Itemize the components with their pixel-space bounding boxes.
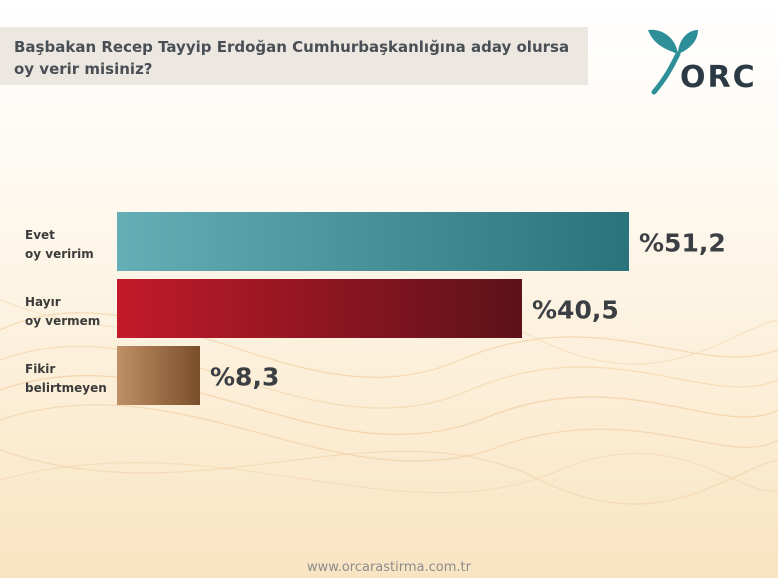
- footer-url[interactable]: www.orcarastirma.com.tr: [307, 560, 471, 575]
- category-label-2: Hayır oy vermem: [25, 295, 100, 328]
- bar-1: [117, 212, 629, 271]
- logo-text: ORC: [680, 60, 757, 95]
- title-box: [0, 27, 588, 85]
- bar-3: [117, 346, 200, 405]
- value-label-1: %51,2: [639, 229, 726, 258]
- leaf-icon: [648, 29, 698, 95]
- chart-title: Başbakan Recep Tayyip Erdoğan Cumhurbaşk…: [14, 38, 570, 78]
- value-label-2: %40,5: [532, 296, 619, 325]
- value-labels: %51,2 %40,5 %8,3: [210, 229, 726, 392]
- category-label-1: Evet oy veririm: [25, 228, 94, 261]
- bars: [117, 212, 629, 405]
- category-label-3: Fikir belirtmeyen: [25, 362, 107, 395]
- category-labels: Evet oy veririm Hayır oy vermem Fikir belirtm…: [25, 228, 107, 395]
- value-label-3: %8,3: [210, 363, 279, 392]
- bar-2: [117, 279, 522, 338]
